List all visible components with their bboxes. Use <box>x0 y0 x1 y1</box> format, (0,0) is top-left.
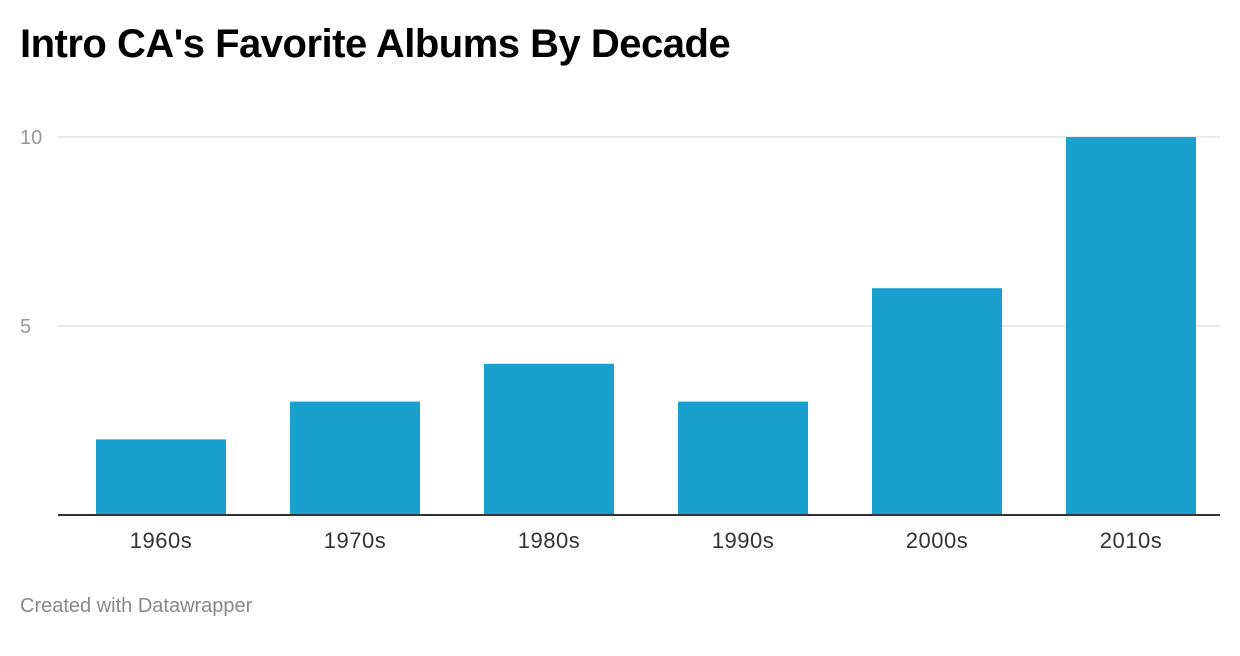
y-tick-label: 10 <box>20 127 42 149</box>
x-tick-label: 1990s <box>712 528 774 553</box>
x-tick-label: 2010s <box>1100 528 1162 553</box>
bar-1990s <box>678 401 808 515</box>
x-axis: 1960s 1970s 1980s 1990s 2000s 2010s <box>58 514 1220 553</box>
chart-title: Intro CA's Favorite Albums By Decade <box>20 22 731 66</box>
y-tick-label: 5 <box>20 316 31 338</box>
gridlines: 5 10 <box>20 127 1220 338</box>
footer-credit: Created with Datawrapper <box>20 595 253 617</box>
bar-2000s <box>872 288 1002 515</box>
x-tick-label: 1980s <box>518 528 580 553</box>
x-tick-label: 1970s <box>324 528 386 553</box>
bars <box>96 137 1196 515</box>
bar-2010s <box>1066 137 1196 515</box>
bar-1970s <box>290 401 420 515</box>
bar-1960s <box>96 439 226 515</box>
x-tick-label: 2000s <box>906 528 968 553</box>
bar-1980s <box>484 363 614 515</box>
x-tick-label: 1960s <box>130 528 192 553</box>
